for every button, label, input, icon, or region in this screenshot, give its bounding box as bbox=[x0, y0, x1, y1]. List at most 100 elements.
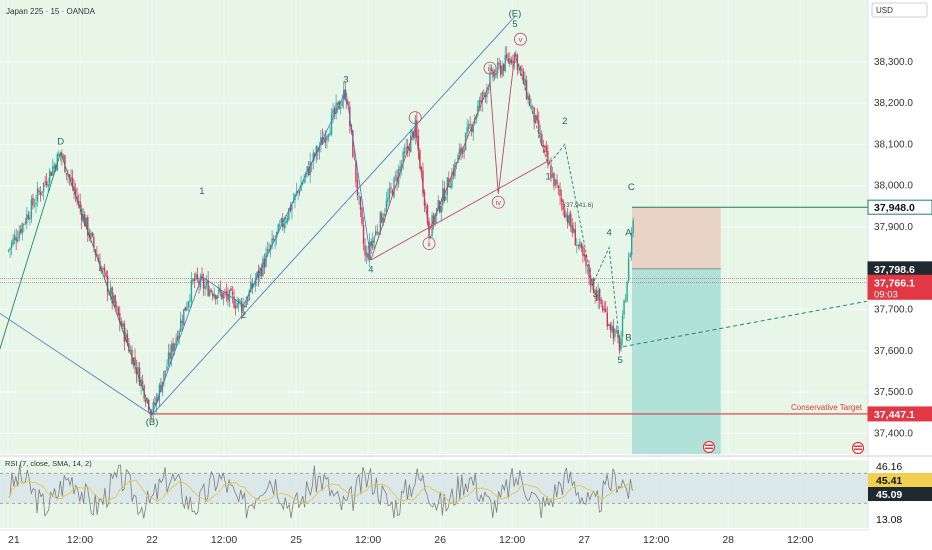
wave-label: 5 bbox=[512, 19, 517, 30]
candle-body bbox=[125, 332, 127, 342]
candle-body bbox=[247, 299, 249, 302]
candle-body bbox=[68, 174, 71, 178]
wave-label: C bbox=[628, 182, 635, 193]
candle-body bbox=[71, 177, 74, 188]
candle-body bbox=[242, 304, 244, 312]
candle-body bbox=[504, 55, 506, 72]
candle-body bbox=[461, 148, 464, 155]
candle-body bbox=[408, 147, 410, 151]
candle-body bbox=[138, 367, 141, 386]
candle-body bbox=[402, 151, 404, 164]
candle-body bbox=[20, 229, 22, 233]
price-axis[interactable]: 38,300.0 38,200.0 38,100.0 38,000.0 37,900.0… bbox=[867, 57, 932, 439]
flag-icon[interactable] bbox=[702, 440, 716, 454]
candle-body bbox=[614, 329, 616, 338]
candle-body bbox=[483, 92, 485, 94]
candle-body bbox=[208, 289, 211, 297]
candle-body bbox=[29, 217, 31, 220]
candle-body bbox=[195, 273, 197, 280]
candle-body bbox=[231, 291, 234, 296]
candle-body bbox=[236, 302, 238, 308]
price-badge-label: 37,766.1 bbox=[874, 277, 915, 289]
candle-body bbox=[10, 242, 13, 249]
candle-body bbox=[318, 146, 321, 151]
price-tick-label: 37,900.0 bbox=[874, 222, 913, 233]
price-badge-label: 37,447.1 bbox=[874, 409, 915, 421]
candle-body bbox=[574, 229, 576, 246]
candle-body bbox=[114, 295, 116, 307]
candle-body bbox=[463, 150, 465, 152]
candle-body bbox=[484, 94, 487, 98]
candle-body bbox=[21, 223, 23, 234]
candle-body bbox=[221, 291, 223, 300]
candle-body bbox=[420, 167, 423, 171]
candle-body bbox=[381, 213, 383, 223]
candle-body bbox=[333, 108, 336, 114]
candle-body bbox=[30, 199, 33, 219]
rsi-badge bbox=[868, 473, 932, 487]
candle-body bbox=[230, 288, 232, 291]
candle-body bbox=[382, 217, 385, 222]
candle-body bbox=[624, 301, 627, 303]
wave-label-circle bbox=[483, 61, 497, 75]
candle-body bbox=[243, 305, 246, 307]
time-tick-label: 27 bbox=[578, 534, 590, 546]
candle-body bbox=[329, 132, 331, 136]
candle-body bbox=[577, 244, 580, 246]
candle-body bbox=[539, 132, 541, 135]
currency-button[interactable] bbox=[871, 2, 928, 18]
candle-body bbox=[48, 170, 51, 183]
time-tick-label: 26 bbox=[434, 534, 446, 546]
candle-body bbox=[176, 336, 179, 340]
wave-label: 2 bbox=[241, 310, 246, 321]
candle-body bbox=[623, 300, 625, 315]
time-axis[interactable]: 21 12:00 22 12:00 25 12:00 26 12:00 27 12:00 28 12:… bbox=[8, 534, 814, 546]
wave-label: 3 bbox=[343, 75, 348, 86]
candle-body bbox=[615, 330, 618, 332]
candle-body bbox=[202, 278, 205, 289]
wave-label-circle bbox=[408, 111, 422, 125]
candle-body bbox=[565, 213, 567, 217]
candle-body bbox=[519, 66, 522, 70]
candle-body bbox=[356, 180, 359, 196]
wave-label: D bbox=[57, 136, 64, 147]
time-tick-label: 12:00 bbox=[643, 534, 669, 546]
candle-body bbox=[102, 268, 104, 270]
candle-body bbox=[595, 295, 598, 301]
candle-body bbox=[591, 278, 593, 287]
candle-body bbox=[7, 249, 10, 251]
flag-icon[interactable] bbox=[851, 441, 865, 455]
time-tick-label: 25 bbox=[290, 534, 302, 546]
price-tick-label: 37,600.0 bbox=[874, 346, 913, 357]
candle-body bbox=[234, 306, 237, 309]
symbol-info: Japan 225 · 15 · OANDA bbox=[6, 7, 96, 16]
candle-body bbox=[91, 232, 94, 237]
candle-body bbox=[411, 130, 413, 135]
wave-label: 5 bbox=[618, 355, 623, 366]
candle-body bbox=[74, 188, 77, 195]
wave-label-circle bbox=[422, 237, 436, 250]
candle-body bbox=[378, 232, 380, 234]
candle-body bbox=[137, 366, 139, 374]
candle-body bbox=[44, 181, 46, 183]
candle-body bbox=[580, 244, 583, 249]
candle-body bbox=[460, 147, 462, 154]
candle-body bbox=[169, 352, 171, 359]
candle-body bbox=[15, 237, 17, 242]
sub-wave-line bbox=[370, 53, 516, 261]
wave-label: 2 bbox=[562, 116, 567, 127]
candle-body bbox=[62, 156, 65, 158]
candle-body bbox=[196, 274, 199, 280]
candle-body bbox=[154, 403, 156, 405]
wave-line bbox=[514, 53, 621, 347]
candle-body bbox=[262, 258, 264, 276]
candle-body bbox=[108, 293, 110, 295]
time-tick-label: 22 bbox=[146, 534, 158, 546]
candle-body bbox=[240, 301, 243, 312]
currency-label[interactable]: USD bbox=[876, 6, 893, 15]
candle-body bbox=[189, 300, 191, 302]
candle-body bbox=[556, 179, 558, 185]
candle-body bbox=[260, 268, 263, 276]
